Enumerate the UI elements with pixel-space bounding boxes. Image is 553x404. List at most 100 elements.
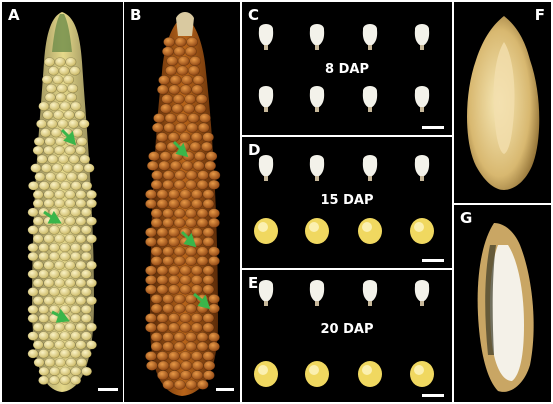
kernel: [56, 83, 68, 94]
kernel: [168, 236, 180, 247]
kernel: [173, 303, 186, 314]
kernel: [86, 340, 98, 350]
kernel: [196, 341, 209, 352]
kernel: [47, 154, 59, 164]
yellow-kernel: [305, 218, 329, 244]
kernel: [27, 251, 39, 262]
kernel: [43, 145, 55, 156]
kernel: [59, 242, 71, 253]
kernel: [174, 36, 187, 48]
kernel: [32, 340, 44, 350]
kernel: [70, 181, 82, 191]
kernel: [162, 255, 174, 267]
kernel: [173, 179, 186, 190]
kernel: [185, 217, 197, 228]
kernel: [38, 287, 50, 297]
kernel: [162, 341, 174, 352]
kernel: [179, 313, 192, 324]
kernel: [80, 269, 92, 279]
panel-a: A: [2, 2, 123, 402]
kernel: [174, 122, 187, 133]
kernel: [78, 119, 90, 129]
panel-e-kernels: [254, 280, 434, 387]
kernel: [188, 65, 200, 76]
kernel: [191, 313, 203, 324]
kernel: [156, 189, 169, 200]
kernel: [75, 260, 87, 271]
kernel: [59, 375, 71, 385]
kernel: [46, 119, 58, 129]
kernel: [27, 242, 39, 253]
kernel: [32, 295, 44, 306]
panel-b-label: B: [130, 6, 142, 24]
kernel: [48, 225, 60, 235]
kernel: [155, 141, 167, 152]
kernel: [168, 313, 180, 324]
kernel: [53, 110, 65, 120]
kernel: [145, 284, 157, 295]
kernel: [72, 163, 84, 173]
kernel: [163, 122, 176, 133]
kernel: [48, 331, 60, 341]
kernel: [179, 351, 192, 362]
kernel: [179, 189, 192, 200]
kernel: [32, 189, 44, 200]
kernel: [27, 313, 39, 324]
kernel: [202, 236, 215, 247]
kernel: [32, 216, 44, 226]
kernel: [70, 225, 82, 235]
kernel: [54, 189, 66, 200]
kernel: [151, 170, 164, 181]
kernel: [162, 217, 174, 228]
kernel: [208, 170, 221, 181]
kernel: [38, 251, 50, 262]
kernel: [145, 265, 157, 276]
kernel: [70, 331, 82, 341]
kernel: [65, 92, 77, 103]
kernel: [171, 103, 184, 114]
kernel: [168, 198, 180, 209]
kernel: [33, 357, 45, 368]
kernel: [173, 46, 186, 57]
kernel: [146, 360, 158, 371]
kernel: [74, 110, 86, 120]
kernel: [80, 207, 92, 218]
kernel: [185, 170, 198, 181]
kernel: [75, 198, 87, 209]
kernel: [185, 379, 198, 390]
kernel: [54, 278, 66, 288]
kernel: [192, 75, 205, 86]
kernel: [160, 103, 172, 114]
kernel: [168, 227, 180, 238]
kernel: [44, 136, 56, 147]
kernel: [191, 322, 203, 333]
kernel: [168, 370, 181, 381]
kernel: [54, 295, 66, 306]
stage-label-20-dap: 20 DAP: [320, 322, 374, 337]
kernel: [191, 360, 204, 371]
kernel: [64, 145, 76, 156]
kernel: [80, 313, 92, 324]
kernel: [157, 360, 170, 371]
kernel: [168, 189, 180, 200]
kernel: [64, 198, 76, 209]
white-kernel: [258, 24, 274, 50]
kernel: [80, 348, 92, 359]
kernel: [194, 151, 206, 162]
kernel: [64, 189, 76, 200]
kernel: [162, 293, 174, 305]
kernel: [70, 101, 82, 111]
kernel: [162, 179, 174, 190]
kernel: [64, 260, 76, 271]
kernel: [86, 234, 98, 244]
kernel: [189, 141, 202, 152]
kernel: [52, 74, 64, 85]
kernel: [150, 179, 163, 190]
kernel: [145, 313, 157, 324]
kernel: [181, 160, 194, 171]
panel-a-ear-image: [27, 12, 98, 392]
kernel: [179, 84, 192, 95]
kernel: [32, 260, 44, 271]
kernel: [81, 181, 93, 191]
kernel: [48, 375, 60, 385]
